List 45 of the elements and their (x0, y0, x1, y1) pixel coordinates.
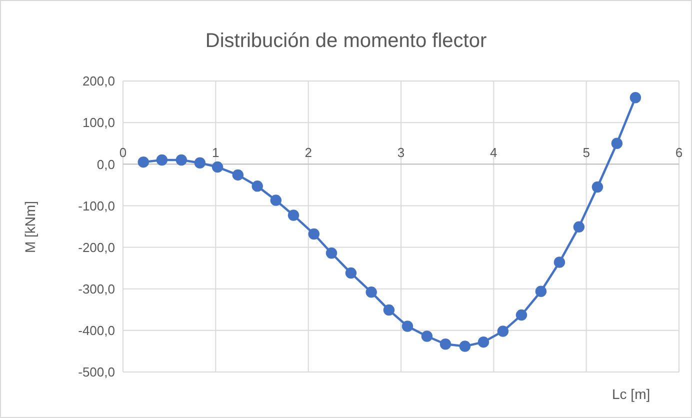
point (138, 156, 150, 168)
point (592, 181, 604, 193)
y-tick-label: -400,0 (78, 323, 115, 338)
x-tick-label: 0 (119, 145, 127, 160)
point (345, 267, 357, 279)
x-tick-label: 5 (582, 145, 590, 160)
y-tick-label: -100,0 (78, 198, 115, 214)
x-tick-label: 4 (490, 145, 498, 160)
point (611, 138, 623, 149)
point (270, 194, 282, 206)
point (194, 157, 206, 169)
y-tick-label: 200,0 (82, 74, 115, 89)
y-tick-label: -300,0 (78, 281, 115, 296)
y-axis-title: M [kNm] (22, 200, 38, 253)
chart-title: Distribución de momento flector (204, 30, 488, 53)
point (459, 340, 471, 352)
point (573, 221, 585, 233)
y-tick-label: 100,0 (82, 115, 115, 130)
x-tick-label: 6 (675, 145, 683, 160)
point (212, 161, 224, 173)
point (554, 256, 566, 268)
point (478, 336, 490, 348)
point (421, 330, 433, 342)
x-axis-title: Lc [m] (612, 386, 650, 402)
point (383, 304, 395, 316)
y-tick-label: 0,0 (96, 156, 115, 172)
x-tick-label: 2 (304, 145, 312, 160)
point (326, 247, 338, 259)
point (630, 92, 642, 104)
point (402, 320, 414, 332)
point (156, 154, 168, 166)
point (516, 309, 528, 321)
point (252, 180, 263, 192)
point (288, 210, 300, 221)
point (308, 228, 320, 240)
y-tick-label: -200,0 (78, 240, 115, 255)
point (232, 169, 244, 181)
point (497, 326, 509, 337)
y-tick-label: -500,0 (78, 364, 115, 380)
point (440, 338, 452, 350)
point (366, 286, 377, 298)
point (176, 154, 188, 166)
point (535, 286, 547, 297)
x-tick-label: 1 (212, 145, 220, 160)
x-tick-label: 3 (397, 145, 405, 160)
